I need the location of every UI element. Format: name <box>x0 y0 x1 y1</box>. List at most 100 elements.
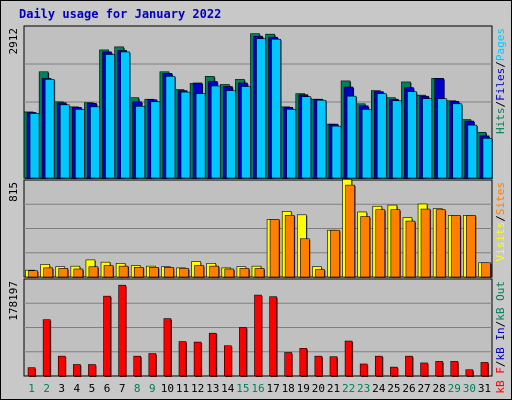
x-tick-label: 24 <box>372 382 386 395</box>
bar-kb-f-day-24 <box>374 355 383 377</box>
bar-kb-f-day-15 <box>239 327 247 377</box>
bar-sites-day-28 <box>435 209 446 278</box>
legend-entry: Hits <box>494 108 507 135</box>
x-tick-label: 20 <box>312 382 325 395</box>
bar-pages-day-3 <box>59 104 70 179</box>
legend-entry: Visits <box>494 222 507 262</box>
bar-pages-day-13 <box>210 85 221 179</box>
bar-sites-day-6 <box>103 265 114 278</box>
bar-kb-f-day-2 <box>42 319 51 377</box>
bar-sites-day-21 <box>330 229 340 278</box>
x-tick-label: 9 <box>149 382 156 395</box>
bar-sites-day-14 <box>224 268 235 278</box>
bar-kb-f-day-7 <box>118 284 126 377</box>
bar-kb-f-day-6 <box>103 295 111 377</box>
legend-separator: / <box>494 215 507 222</box>
legend-entry: kB F <box>494 367 507 394</box>
y-max-label: 2912 <box>7 28 20 55</box>
bar-kb-f-day-14 <box>224 345 232 377</box>
bar-sites-day-26 <box>405 220 416 278</box>
legend-separator: / <box>494 61 507 68</box>
bar-kb-f-day-26 <box>405 355 413 377</box>
bar-pages-day-28 <box>437 98 447 179</box>
bar-sites-day-30 <box>466 215 476 278</box>
bar-pages-day-8 <box>135 106 146 179</box>
bar-pages-day-5 <box>90 106 100 179</box>
bar-sites-day-23 <box>360 216 370 278</box>
bar-sites-day-25 <box>390 209 401 278</box>
bar-sites-day-15 <box>239 268 250 278</box>
bar-kb-f-day-3 <box>57 355 66 377</box>
x-tick-label: 23 <box>357 382 370 395</box>
bar-sites-day-9 <box>149 267 159 278</box>
bar-kb-f-day-22 <box>344 340 353 377</box>
x-tick-label: 28 <box>433 382 446 395</box>
bar-kb-f-day-9 <box>148 353 157 377</box>
bar-sites-day-10 <box>164 267 174 278</box>
x-tick-label: 7 <box>119 382 126 395</box>
y-max-label: 178197 <box>7 281 20 321</box>
bar-kb-f-day-12 <box>193 341 202 377</box>
bar-pages-day-2 <box>44 79 55 179</box>
bar-sites-day-7 <box>118 265 129 278</box>
bar-sites-day-19 <box>299 238 310 278</box>
x-tick-label: 12 <box>191 382 204 395</box>
bar-pages-day-25 <box>392 100 402 179</box>
x-tick-label: 6 <box>104 382 111 395</box>
bar-pages-day-10 <box>165 76 176 179</box>
bar-pages-day-29 <box>452 103 463 179</box>
x-tick-label: 25 <box>387 382 400 395</box>
bar-sites-day-2 <box>43 267 53 278</box>
x-tick-label: 18 <box>282 382 295 395</box>
bar-kb-f-day-4 <box>73 364 81 377</box>
bar-sites-day-8 <box>133 267 144 278</box>
x-tick-label: 16 <box>251 382 264 395</box>
bar-sites-day-3 <box>58 268 69 278</box>
bar-pages-day-1 <box>29 113 40 179</box>
bar-sites-day-17 <box>269 219 280 278</box>
x-tick-label: 11 <box>176 382 189 395</box>
bar-kb-f-day-23 <box>359 363 368 377</box>
legend-visits-sites: Visits/Sites <box>494 182 507 262</box>
bar-pages-day-18 <box>286 109 296 179</box>
x-tick-label: 21 <box>327 382 340 395</box>
x-tick-label: 29 <box>448 382 461 395</box>
x-tick-label: 27 <box>417 382 430 395</box>
bar-kb-f-day-18 <box>284 352 292 377</box>
bar-pages-day-27 <box>422 98 432 179</box>
x-tick-label: 2 <box>43 382 50 395</box>
bar-pages-day-24 <box>376 93 387 179</box>
bar-pages-day-23 <box>361 109 372 179</box>
bar-sites-day-1 <box>28 270 38 278</box>
x-tick-label: 14 <box>221 382 235 395</box>
x-tick-label: 22 <box>342 382 355 395</box>
x-tick-label: 1 <box>28 382 35 395</box>
bar-pages-day-22 <box>346 95 357 179</box>
bar-sites-day-13 <box>209 265 220 278</box>
bar-sites-day-11 <box>179 268 189 278</box>
bar-pages-day-17 <box>271 38 281 179</box>
legend-hits-files-pages: Hits/Files/Pages <box>494 28 507 134</box>
x-tick-label: 31 <box>478 382 491 395</box>
x-tick-label: 26 <box>402 382 415 395</box>
chart-title: Daily usage for January 2022 <box>19 7 222 21</box>
bar-pages-day-21 <box>331 125 342 179</box>
bar-sites-day-20 <box>315 269 325 278</box>
bar-sites-day-27 <box>420 208 431 278</box>
legend-separator: / <box>494 361 507 368</box>
bar-kb-f-day-21 <box>329 356 338 377</box>
legend-entry: Pages <box>494 28 507 61</box>
bar-kb-f-day-27 <box>420 362 428 377</box>
x-tick-label: 4 <box>74 382 81 395</box>
bar-pages-day-15 <box>241 86 251 179</box>
bar-pages-day-12 <box>195 93 206 179</box>
legend-separator: / <box>494 321 507 328</box>
bar-kb-f-day-31 <box>480 362 489 377</box>
bar-pages-day-20 <box>316 99 327 179</box>
bar-sites-day-4 <box>73 268 84 278</box>
x-tick-label: 30 <box>463 382 476 395</box>
bar-pages-day-11 <box>180 91 191 179</box>
bar-sites-day-5 <box>88 266 99 278</box>
bar-sites-day-31 <box>481 262 491 278</box>
bar-sites-day-22 <box>345 184 355 278</box>
